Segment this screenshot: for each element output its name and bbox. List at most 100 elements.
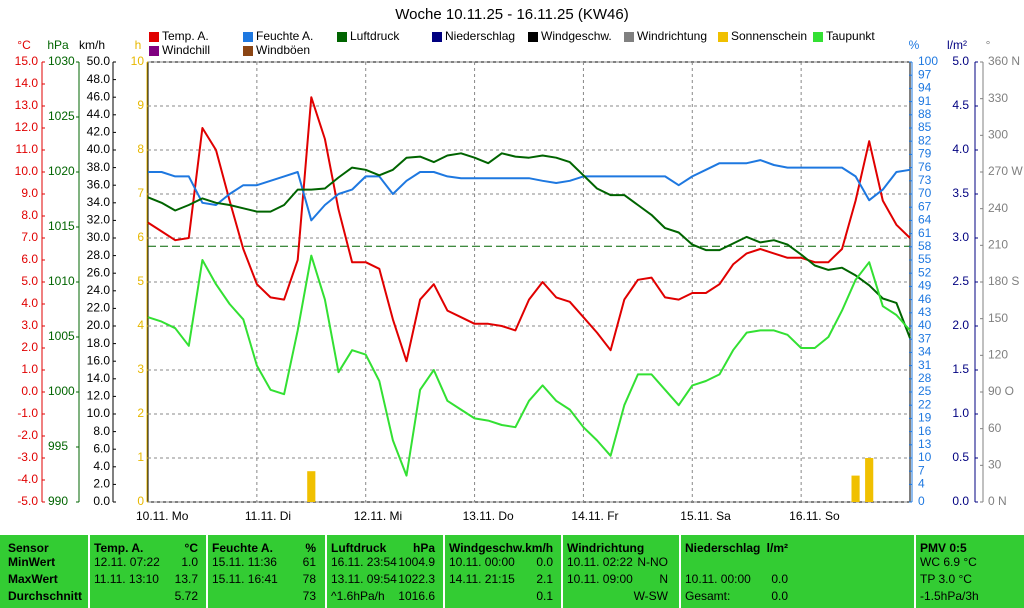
legend-label: Windrichtung bbox=[637, 29, 707, 43]
legend-swatch bbox=[813, 32, 823, 42]
y-tick-label: 94 bbox=[918, 81, 932, 95]
column-separator bbox=[914, 535, 916, 608]
y-tick-label: 19 bbox=[918, 411, 932, 425]
legend-label: Temp. A. bbox=[162, 29, 209, 43]
y-tick-label: 48.0 bbox=[87, 72, 111, 86]
y-tick-label: 79 bbox=[918, 147, 932, 161]
y-tick-label: 15.0 bbox=[15, 54, 39, 68]
x-tick-label: 11.11. Di bbox=[245, 509, 291, 523]
y-tick-label: 34 bbox=[918, 345, 932, 359]
x-tick-label: 13.11. Do bbox=[463, 509, 514, 523]
y-tick-label: 30 bbox=[988, 458, 1002, 472]
y-tick-label: -2.0 bbox=[17, 428, 38, 442]
table-cell-value: W-SW bbox=[633, 589, 668, 603]
y-tick-label: 5.0 bbox=[21, 274, 38, 288]
y-tick-label: 40 bbox=[918, 318, 932, 332]
y-tick-label: 6.0 bbox=[21, 252, 38, 266]
table-unit: l/m² bbox=[766, 541, 788, 555]
y-tick-label: 210 bbox=[988, 238, 1008, 252]
column-separator bbox=[443, 535, 445, 608]
table-cell-value: 61 bbox=[302, 555, 316, 569]
legend-label: Sonnenschein bbox=[731, 29, 807, 43]
column-separator bbox=[206, 535, 208, 608]
column-separator bbox=[325, 535, 327, 608]
bar bbox=[307, 471, 316, 502]
legend-swatch bbox=[718, 32, 728, 42]
y-tick-label: 1015 bbox=[48, 219, 75, 233]
y-tick-label: 10 bbox=[918, 450, 932, 464]
y-tick-label: 49 bbox=[918, 279, 932, 293]
y-tick-label: 1005 bbox=[48, 329, 75, 343]
legend-swatch bbox=[243, 32, 253, 42]
y-tick-label: 4.0 bbox=[952, 142, 969, 156]
y-tick-label: 42.0 bbox=[87, 125, 111, 139]
table-cell-value: 73 bbox=[302, 589, 316, 603]
legend-label: Windchill bbox=[162, 43, 210, 57]
table-header: Windrichtung bbox=[567, 541, 645, 555]
y-tick-label: 7 bbox=[918, 463, 925, 477]
axis-unit: hPa bbox=[47, 38, 69, 52]
y-tick-label: 0.0 bbox=[952, 494, 969, 508]
y-tick-label: 5 bbox=[137, 274, 144, 288]
y-tick-label: 28.0 bbox=[87, 248, 111, 262]
table-cell-time: 10.11. 02:22 bbox=[567, 555, 633, 569]
y-tick-label: 1030 bbox=[48, 54, 75, 68]
table-cell-value: N bbox=[659, 572, 668, 586]
y-tick-label: 11.0 bbox=[16, 142, 39, 156]
y-tick-label: 8.0 bbox=[21, 208, 38, 222]
legend-label: Feuchte A. bbox=[256, 29, 313, 43]
y-tick-label: 34.0 bbox=[87, 195, 111, 209]
y-tick-label: 25 bbox=[918, 384, 932, 398]
y-tick-label: 3.0 bbox=[21, 318, 38, 332]
y-tick-label: 28 bbox=[918, 371, 932, 385]
chart-title: Woche 10.11.25 - 16.11.25 (KW46) bbox=[395, 6, 628, 23]
x-tick-label: 10.11. Mo bbox=[136, 509, 189, 523]
table-cell-time: 11.11. 13:10 bbox=[94, 572, 159, 586]
table-cell-time: 14.11. 21:15 bbox=[449, 572, 515, 586]
y-tick-label: 4.0 bbox=[21, 296, 38, 310]
y-tick-label: 0.0 bbox=[93, 494, 110, 508]
table-cell: -1.5hPa/3h bbox=[920, 589, 979, 603]
table-cell-value: 0.1 bbox=[536, 589, 553, 603]
x-tick-label: 15.11. Sa bbox=[680, 509, 731, 523]
y-tick-label: 60 bbox=[988, 421, 1002, 435]
series-line bbox=[147, 254, 911, 477]
y-tick-label: 55 bbox=[918, 252, 932, 266]
y-tick-label: 8.0 bbox=[93, 424, 110, 438]
y-tick-label: 2.5 bbox=[952, 274, 969, 288]
y-tick-label: 6 bbox=[137, 230, 144, 244]
table-cell-time: 15.11. 16:41 bbox=[212, 572, 278, 586]
y-tick-label: -1.0 bbox=[17, 406, 38, 420]
y-tick-label: 270 W bbox=[988, 164, 1023, 178]
y-tick-label: 10.0 bbox=[15, 164, 39, 178]
table-cell-time: 10.11. 09:00 bbox=[567, 572, 633, 586]
legend-swatch bbox=[243, 46, 253, 56]
y-tick-label: 5.0 bbox=[952, 54, 969, 68]
table-cell-time: 13.11. 09:54 bbox=[331, 572, 397, 586]
axis-unit: h bbox=[135, 38, 142, 52]
table-header: Windgeschw.km/h bbox=[449, 541, 554, 555]
y-tick-label: 12.0 bbox=[15, 120, 39, 134]
y-tick-label: 9 bbox=[137, 98, 144, 112]
y-tick-label: 240 bbox=[988, 201, 1008, 215]
y-tick-label: 40.0 bbox=[87, 142, 111, 156]
y-tick-label: -4.0 bbox=[17, 472, 38, 486]
table-cell-time: 10.11. 00:00 bbox=[449, 555, 515, 569]
axis-unit: % bbox=[909, 38, 920, 52]
y-tick-label: 2.0 bbox=[21, 340, 38, 354]
legend-swatch bbox=[337, 32, 347, 42]
y-tick-label: 2.0 bbox=[93, 477, 110, 491]
y-tick-label: 1.0 bbox=[21, 362, 38, 376]
y-tick-label: 38.0 bbox=[87, 160, 111, 174]
y-tick-label: 12.0 bbox=[87, 389, 111, 403]
y-tick-label: 120 bbox=[988, 348, 1008, 362]
y-tick-label: 18.0 bbox=[87, 336, 111, 350]
y-tick-label: 1025 bbox=[48, 109, 75, 123]
y-tick-label: 91 bbox=[918, 94, 932, 108]
y-tick-label: 1.0 bbox=[952, 406, 969, 420]
table-cell-time: 10.11. 00:00 bbox=[685, 572, 751, 586]
table-header: Temp. A. bbox=[94, 541, 144, 555]
y-tick-label: 13 bbox=[918, 437, 932, 451]
y-tick-label: 8 bbox=[137, 142, 144, 156]
legend-label: Windböen bbox=[256, 43, 310, 57]
